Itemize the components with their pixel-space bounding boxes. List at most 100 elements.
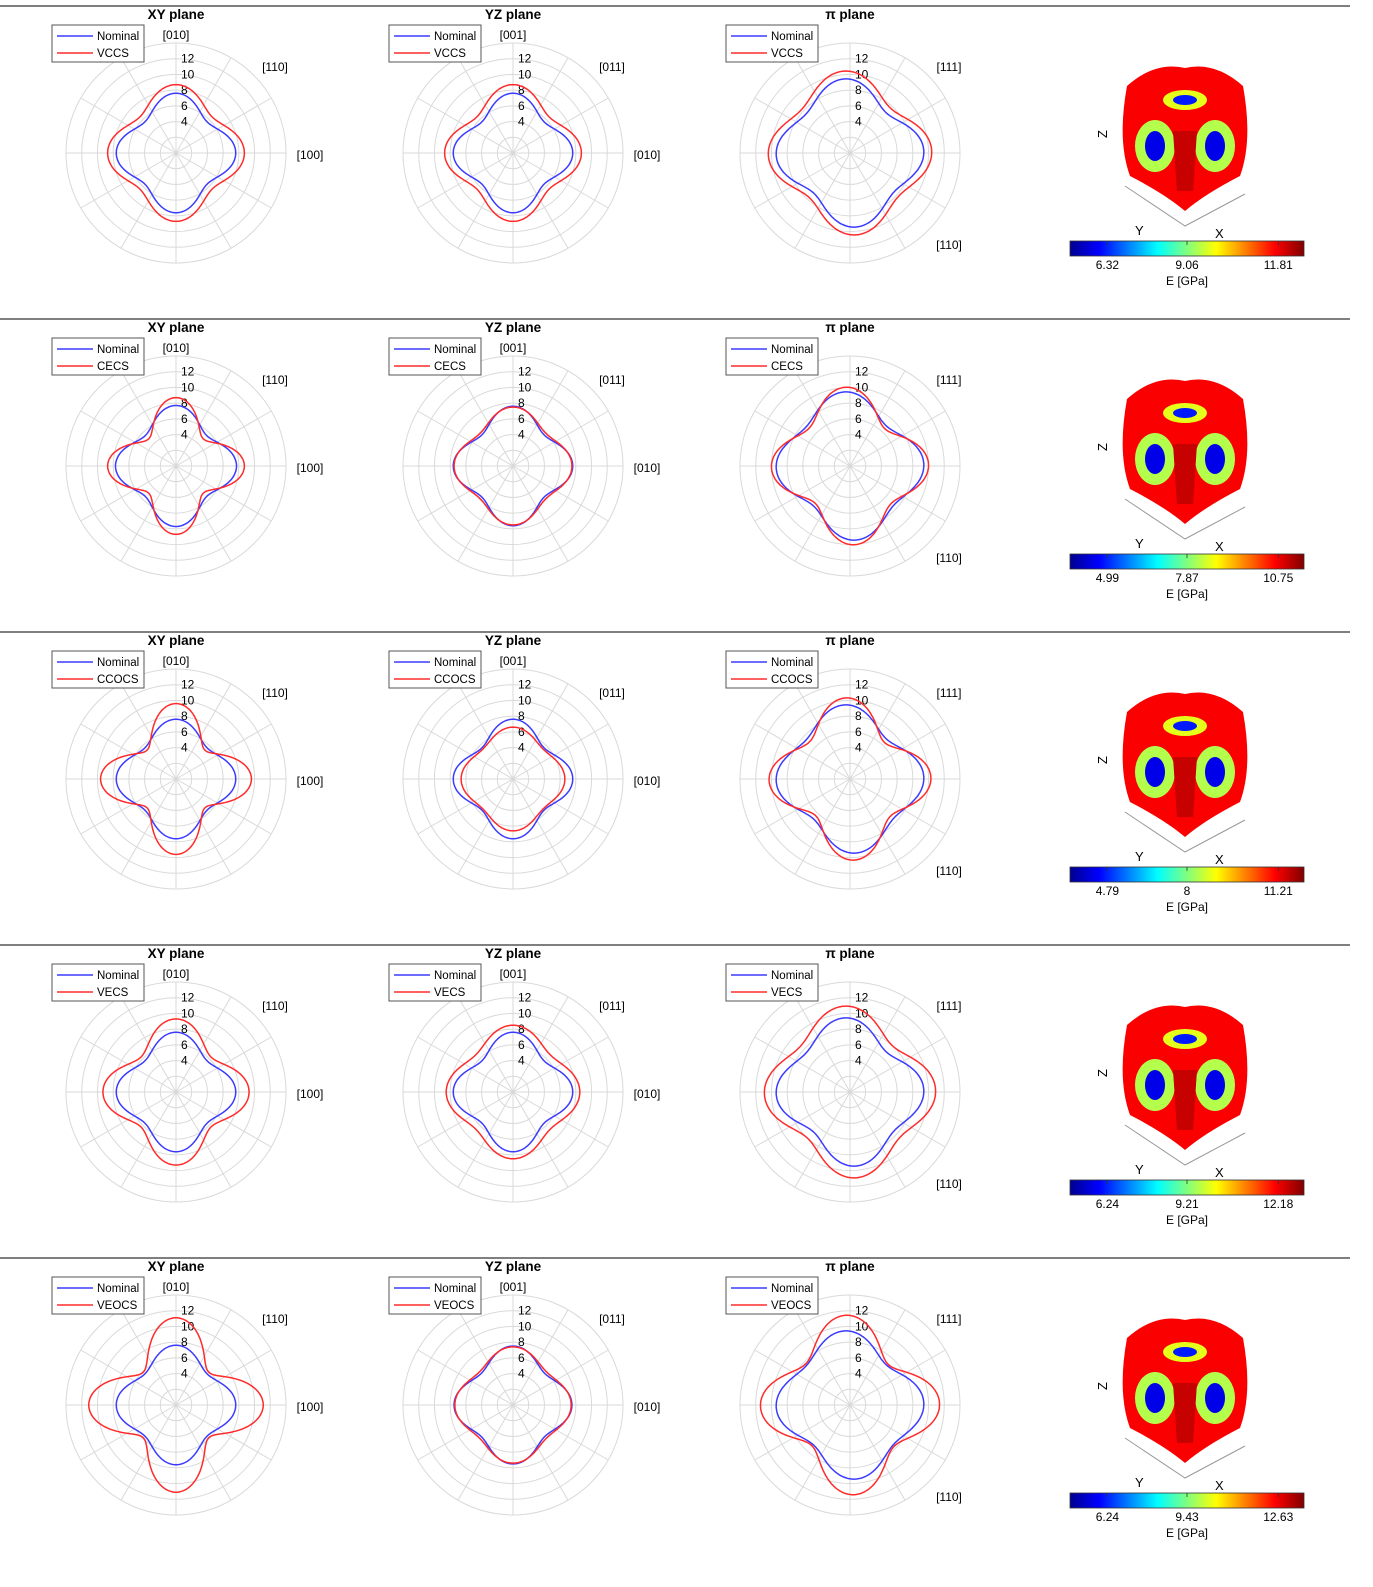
legend-label-variant: VCCS	[771, 48, 803, 60]
angle-label-diagonal: [011]	[599, 1312, 625, 1326]
polar-panel: XY plane1210864[010][110][100]NominalVEC…	[52, 946, 323, 1202]
surface-plot: Z Y X	[1095, 1005, 1247, 1180]
legend-label-nominal: Nominal	[434, 344, 476, 356]
surface-feature	[1205, 131, 1225, 161]
angle-label-top: [001]	[500, 1280, 527, 1294]
r-tick-label: 12	[518, 1304, 532, 1318]
legend: NominalVECS	[389, 964, 481, 1001]
panel-title: YZ plane	[485, 1259, 542, 1274]
legend-label-nominal: Nominal	[771, 970, 813, 982]
panel-title: XY plane	[148, 633, 205, 648]
angle-label-diagonal: [111]	[937, 1312, 962, 1326]
angle-label-right: [100]	[297, 148, 324, 162]
surface-feature	[1173, 95, 1197, 105]
r-tick-label: 8	[855, 709, 862, 723]
r-tick-label: 4	[181, 741, 188, 755]
legend-label-variant: CCOCS	[97, 674, 139, 686]
colorbar-tick-label: 6.24	[1096, 1510, 1120, 1524]
legend-label-nominal: Nominal	[771, 31, 813, 43]
r-tick-label: 4	[181, 1054, 188, 1068]
angle-label-bottom-right: [110]	[936, 1490, 962, 1504]
angle-label-diagonal: [011]	[599, 373, 625, 387]
legend: Nominal VCCS	[389, 25, 481, 62]
surface-feature	[1205, 1070, 1225, 1100]
surface-axis-x-label: X	[1215, 1478, 1224, 1493]
colorbar-tick-label: 12.63	[1263, 1510, 1293, 1524]
r-tick-label: 6	[518, 412, 525, 426]
panel-title: π plane	[825, 1259, 875, 1274]
colorbar: 4.99 7.87 10.75 E [GPa]	[1070, 554, 1304, 601]
r-tick-label: 12	[855, 365, 869, 379]
r-tick-label: 12	[181, 365, 195, 379]
angle-label-diagonal: [111]	[937, 999, 962, 1013]
legend: NominalCCOCS	[726, 651, 818, 688]
angle-label-top: [001]	[500, 28, 527, 42]
panel-title: XY plane	[148, 7, 205, 22]
surface-plot: Z Y X	[1095, 692, 1247, 867]
colorbar-tick-label: 12.18	[1263, 1197, 1293, 1211]
surface-axis-x-label: X	[1215, 539, 1224, 554]
r-tick-label: 6	[518, 1038, 525, 1052]
colorbar-tick-label: 6.32	[1096, 258, 1120, 272]
r-tick-label: 4	[855, 741, 862, 755]
colorbar-tick-label: 10.75	[1263, 571, 1293, 585]
r-tick-label: 12	[518, 365, 532, 379]
figure-row-ccocs: XY plane1210864[010][110][100]NominalCCO…	[0, 632, 1350, 914]
colorbar-label: E [GPa]	[1166, 900, 1208, 914]
r-tick-label: 12	[181, 991, 195, 1005]
colorbar: 6.24 9.43 12.63E [GPa]	[1070, 1493, 1304, 1540]
r-tick-label: 12	[181, 678, 195, 692]
r-tick-label: 6	[855, 1038, 862, 1052]
surface-plot: Z Y X	[1095, 1318, 1247, 1493]
r-tick-label: 12	[855, 991, 869, 1005]
surface-feature	[1205, 444, 1225, 474]
angle-label-diagonal: [110]	[262, 686, 288, 700]
r-tick-label: 4	[518, 1054, 525, 1068]
surface-axis-y-label: Y	[1135, 849, 1144, 864]
r-tick-label: 10	[181, 380, 195, 394]
panel-title: π plane	[825, 7, 875, 22]
angle-label-bottom-right: [110]	[936, 238, 962, 252]
r-tick-label: 4	[181, 115, 188, 129]
legend-label-nominal: Nominal	[771, 1283, 813, 1295]
colorbar: 4.79 8 11.21E [GPa]	[1070, 867, 1304, 914]
legend-label-variant: VEOCS	[434, 1300, 475, 1312]
r-tick-label: 6	[518, 99, 525, 113]
colorbar-tick-label: 9.43	[1175, 1510, 1199, 1524]
panel-title: XY plane	[148, 1259, 205, 1274]
angle-label-diagonal: [011]	[599, 60, 625, 74]
panel-title: π plane	[825, 946, 875, 961]
angle-label-right: [100]	[297, 1400, 324, 1414]
surface-feature	[1173, 757, 1197, 817]
surface-axis-x-label: X	[1215, 226, 1224, 241]
legend-label-variant: CCOCS	[771, 674, 813, 686]
colorbar-tick-label: 4.79	[1096, 884, 1120, 898]
colorbar: 6.32 9.06 11.81E [GPa]	[1070, 241, 1304, 288]
angle-label-right: [010]	[634, 148, 661, 162]
legend: NominalCCOCS	[52, 651, 144, 688]
surface-feature	[1173, 408, 1197, 418]
r-tick-label: 6	[181, 412, 188, 426]
legend: Nominal CECS	[389, 338, 481, 375]
legend-label-nominal: Nominal	[434, 31, 476, 43]
surface-feature	[1145, 131, 1165, 161]
r-tick-label: 8	[855, 396, 862, 410]
colorbar-tick-label: 8	[1184, 884, 1191, 898]
polar-panel: π plane1210864[111][110]NominalVECS	[726, 946, 962, 1202]
polar-panel: YZ plane1210864[001][011][010]NominalCEC…	[389, 320, 660, 576]
angle-label-right: [010]	[634, 774, 661, 788]
angle-label-top: [010]	[163, 967, 190, 981]
r-tick-label: 10	[518, 380, 532, 394]
panel-title: XY plane	[148, 946, 205, 961]
surface-feature	[1173, 1383, 1197, 1443]
r-tick-label: 12	[181, 52, 195, 66]
r-tick-label: 4	[855, 115, 862, 129]
legend-label-variant: CECS	[434, 361, 466, 373]
r-tick-label: 8	[855, 83, 862, 97]
surface-axis-y-label: Y	[1135, 536, 1144, 551]
colorbar-tick-label: 11.81	[1264, 258, 1293, 272]
polar-panel: π plane1210864[111][110]NominalVEOCS	[726, 1259, 962, 1515]
